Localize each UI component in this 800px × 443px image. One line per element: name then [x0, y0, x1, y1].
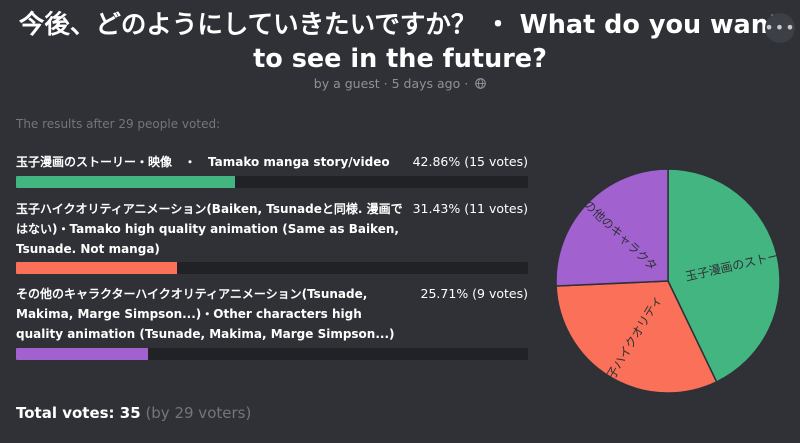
- option-label: 玉子漫画のストーリー・映像 ・ Tamako manga story/video: [16, 155, 390, 169]
- poll-option-2: 玉子ハイクオリティアニメーション(Baiken, Tsunadeと同様. 漫画で…: [16, 199, 528, 274]
- total-votes-count: Total votes: 35: [16, 404, 141, 422]
- pie-slice: [555, 280, 718, 394]
- ellipsis-icon: •••: [764, 18, 796, 37]
- option-label: その他のキャラクターハイクオリティアニメーション(Tsunade, Makima…: [16, 287, 395, 341]
- poll-title-line-2: to see in the future?: [253, 44, 547, 74]
- pie-slice: [667, 168, 781, 383]
- results-summary: The results after 29 people voted:: [16, 117, 221, 131]
- more-options-button[interactable]: •••: [764, 13, 796, 43]
- poll-meta: by a guest · 5 days ago ·: [0, 76, 800, 91]
- pie-slice: [555, 168, 669, 287]
- globe-icon: [475, 78, 487, 89]
- option-label: 玉子ハイクオリティアニメーション(Baiken, Tsunadeと同様. 漫画で…: [16, 202, 403, 256]
- option-stat: 25.71% (9 votes): [420, 286, 528, 301]
- option-bar: [16, 176, 528, 188]
- option-stat: 31.43% (11 votes): [412, 201, 528, 216]
- option-bar: [16, 348, 528, 360]
- poll-title-line-1: 今後、どのようにしていきたいですか？ ・ What do you want: [18, 10, 782, 40]
- poll-author-time: by a guest · 5 days ago ·: [313, 76, 469, 91]
- total-votes: Total votes: 35 (by 29 voters): [16, 404, 251, 422]
- total-voters: (by 29 voters): [145, 404, 252, 422]
- option-bar-fill: [16, 262, 177, 274]
- poll-title: 今後、どのようにしていきたいですか？ ・ What do you want to…: [0, 8, 800, 76]
- poll-option-1: 玉子漫画のストーリー・映像 ・ Tamako manga story/video…: [16, 152, 528, 188]
- option-bar-fill: [16, 176, 236, 188]
- option-bar-fill: [16, 348, 148, 360]
- option-bar: [16, 262, 528, 274]
- option-stat: 42.86% (15 votes): [412, 154, 528, 169]
- poll-option-3: その他のキャラクターハイクオリティアニメーション(Tsunade, Makima…: [16, 284, 528, 360]
